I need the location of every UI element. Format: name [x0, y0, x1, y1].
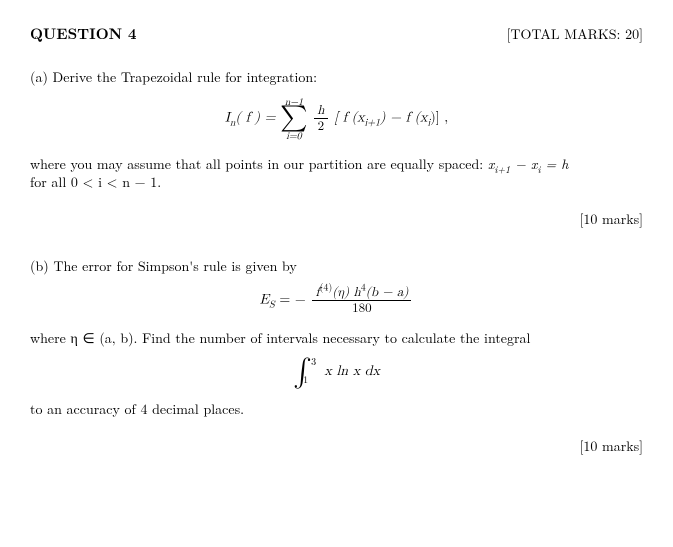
b-num-c: (b − a) [366, 286, 409, 299]
fraction-h2: h 2 [314, 104, 327, 133]
formula-body-1: [ f (x [334, 111, 364, 125]
sigma-icon: ∑ [280, 107, 307, 130]
b-frac-num: f(4)(η) h4(b − a) [312, 286, 411, 301]
b-num-sup: (4) [319, 283, 332, 293]
formula-body-3: )] , [430, 111, 448, 125]
int-body: x ln x dx [324, 364, 380, 378]
part-b-integral: ∫ 3 1 x ln x dx [30, 358, 643, 386]
tail-eq-sub1: i+1 [494, 161, 510, 175]
part-b-formula: ES = − f(4)(η) h4(b − a) 180 [30, 286, 643, 315]
b-lhs-sub: S [269, 299, 275, 309]
integral-sign: ∫ 3 1 [293, 358, 312, 386]
part-b-mid: where η ∈ (a, b). Find the number of int… [30, 329, 643, 348]
part-a-formula: In( f ) = n−1 ∑ i=0 h 2 [ f (xi+1) − f (… [30, 97, 643, 140]
formula-sub1: i+1 [364, 118, 380, 128]
formula-lhs-arg: ( f ) = [235, 111, 280, 125]
question-label: QUESTION 4 [30, 24, 137, 44]
header: QUESTION 4 [TOTAL MARKS: 20] [30, 24, 643, 44]
part-a-prompt: (a) Derive the Trapezoidal rule for inte… [30, 68, 643, 87]
tail-eq-end: = h [541, 154, 569, 174]
formula-body-2: ) − f (x [380, 111, 427, 125]
part-a-tail-2: for all 0 < i < n − 1. [30, 173, 643, 192]
b-fraction: f(4)(η) h4(b − a) 180 [312, 286, 411, 315]
int-lower: 1 [303, 374, 308, 388]
frac-den: 2 [314, 119, 327, 133]
tail-eq-mid: − x [510, 154, 537, 174]
summation: n−1 ∑ i=0 [280, 97, 307, 140]
b-eq: = − [279, 293, 305, 307]
tail-text: where you may assume that all points in … [30, 154, 488, 174]
total-marks: [TOTAL MARKS: 20] [506, 25, 643, 44]
frac-num: h [314, 104, 327, 119]
part-a-tail-1: where you may assume that all points in … [30, 155, 643, 174]
part-b-marks: [10 marks] [30, 437, 643, 456]
part-b-tail: to an accuracy of 4 decimal places. [30, 400, 643, 419]
sum-lower: i=0 [280, 131, 307, 141]
b-frac-den: 180 [312, 301, 411, 315]
part-b-prompt: (b) The error for Simpson's rule is give… [30, 257, 643, 276]
b-lhs: E [260, 293, 270, 307]
b-num-b: (η) h [332, 286, 361, 299]
part-a-marks: [10 marks] [30, 210, 643, 229]
int-upper: 3 [311, 356, 316, 370]
tail-line2: for all 0 < i < n − 1. [30, 172, 161, 192]
